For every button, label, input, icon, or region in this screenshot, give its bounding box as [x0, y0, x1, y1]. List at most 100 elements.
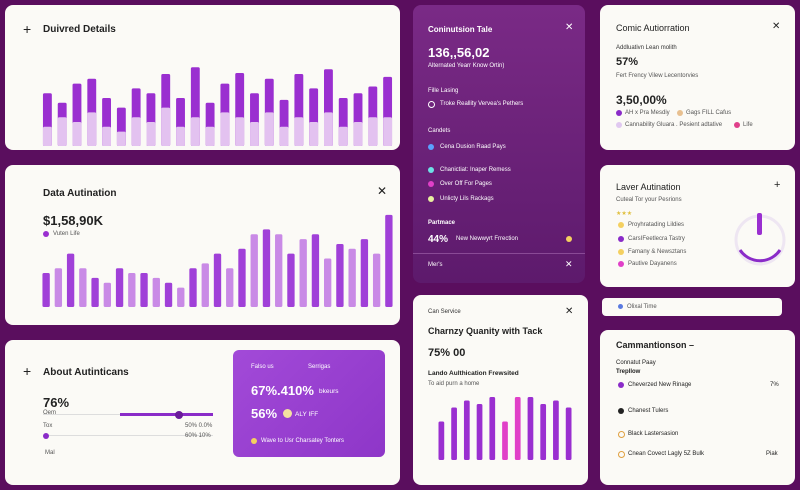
stat-label: New Newwyrt Frrection	[456, 236, 519, 242]
bar	[220, 112, 230, 146]
stat: 56%	[251, 406, 278, 421]
subtitle: Lando Aulthication Frewsited	[428, 370, 519, 377]
bar	[502, 421, 508, 460]
close-icon[interactable]: ✕	[565, 22, 574, 33]
automation-card: Data Autination ✕ $1,58,90K Vuten Life	[5, 165, 400, 325]
tab[interactable]: Falso us	[251, 364, 274, 370]
bar	[514, 397, 521, 460]
time-pill[interactable]: Olixal Time	[602, 298, 782, 316]
card-title: Laver Autination	[616, 182, 681, 192]
row-value: 7%	[770, 382, 779, 388]
icon	[618, 222, 624, 228]
value: 136,,56,02	[428, 45, 490, 60]
row-label: Oem	[43, 410, 57, 416]
bar	[476, 404, 483, 460]
bar	[336, 243, 344, 307]
bar	[54, 268, 63, 307]
row-label: Mal	[45, 450, 55, 456]
bar	[190, 117, 200, 146]
legend-label: Gags FILL Cafus	[686, 110, 732, 116]
card-title: Coninutsion Tale	[428, 25, 493, 34]
bar	[368, 117, 378, 146]
legend-dot	[616, 110, 622, 116]
handle[interactable]	[175, 411, 183, 419]
bar	[201, 263, 209, 307]
bar	[324, 112, 333, 146]
label: Connatut Paay	[616, 360, 656, 366]
legend-label: Life	[743, 122, 753, 128]
row-label: Cheverzed New Rinage	[628, 382, 692, 388]
bar	[42, 126, 52, 146]
connection-card: Coninutsion Tale ✕ 136,,56,02 Alternated…	[413, 5, 585, 283]
bar	[489, 397, 496, 460]
bar-chart	[438, 397, 572, 460]
list-item: Troke Reallity Vervea's Pethers	[440, 101, 524, 107]
icon	[428, 196, 434, 202]
bar	[299, 239, 307, 307]
icon	[618, 304, 623, 309]
close-icon[interactable]: ✕	[377, 184, 388, 198]
bar	[565, 407, 572, 460]
slider[interactable]	[120, 413, 213, 416]
add-icon[interactable]: +	[23, 21, 32, 37]
legend-label: Cannability Gluara . Pesient adtative	[625, 122, 723, 128]
bar	[87, 112, 97, 146]
icon	[428, 181, 434, 187]
legend-label: AH x Pra Mesdiy	[625, 110, 670, 116]
legend-dot	[677, 110, 683, 116]
label: Addluativn Lean molith	[616, 45, 677, 51]
bar	[91, 277, 99, 307]
bar-chart	[42, 67, 393, 146]
bar	[463, 400, 470, 460]
comic-card: Comic Autiorration ✕ Addluativn Lean mol…	[600, 5, 795, 150]
stat-label: ALY IFF	[295, 411, 319, 418]
card-title: Comic Autiorration	[616, 23, 690, 33]
footer-text: Mer's	[428, 262, 443, 268]
pill-label: Olixal Time	[627, 304, 657, 310]
bar	[262, 229, 271, 307]
list-item: Over Off For Pages	[440, 181, 492, 187]
bar	[42, 273, 50, 307]
bar	[128, 273, 136, 307]
icon	[251, 438, 257, 444]
caption: To aid purn a home	[428, 381, 480, 387]
value: 57%	[616, 56, 639, 68]
value: 76%	[43, 395, 70, 410]
tab[interactable]: Serrigas	[308, 364, 331, 370]
footer-text: Wave to Usr Charsatey Tonters	[261, 438, 345, 444]
bar	[553, 400, 559, 460]
card-title: Data Autination	[43, 188, 117, 199]
close-icon[interactable]: ✕	[772, 21, 781, 32]
row-label: Tox	[43, 423, 53, 429]
stat: 67%.410%	[251, 383, 314, 398]
icon	[618, 261, 624, 267]
bar	[161, 107, 171, 146]
stars: ★★★	[616, 211, 633, 217]
bar	[146, 122, 156, 146]
add-icon[interactable]: +	[774, 179, 781, 191]
comm-card: Cammantionson – Connatut Paay Trepllow C…	[600, 330, 795, 485]
row-value: Piak	[766, 451, 778, 457]
close-icon[interactable]: ✕	[565, 259, 573, 269]
bar	[309, 122, 319, 146]
row-value: 50% 0.0%	[185, 423, 213, 429]
bar	[57, 117, 67, 146]
bar	[235, 117, 245, 146]
icon	[428, 144, 434, 150]
add-icon[interactable]: +	[23, 363, 32, 379]
bar	[72, 122, 82, 146]
subtitle: Cuteal Tor your Pesrions	[616, 197, 682, 203]
bar	[152, 277, 160, 307]
icon	[618, 249, 624, 255]
icon	[618, 382, 624, 388]
icon	[618, 408, 624, 414]
section-label: Fille Lasing	[428, 88, 459, 94]
bar	[177, 287, 185, 307]
bar	[131, 117, 141, 146]
legend-label: Vuten Life	[53, 231, 80, 237]
close-icon[interactable]: ✕	[565, 306, 574, 317]
handle[interactable]	[43, 433, 49, 439]
icon	[618, 451, 625, 458]
card-title: Cammantionson –	[616, 340, 695, 350]
bar	[353, 122, 363, 146]
